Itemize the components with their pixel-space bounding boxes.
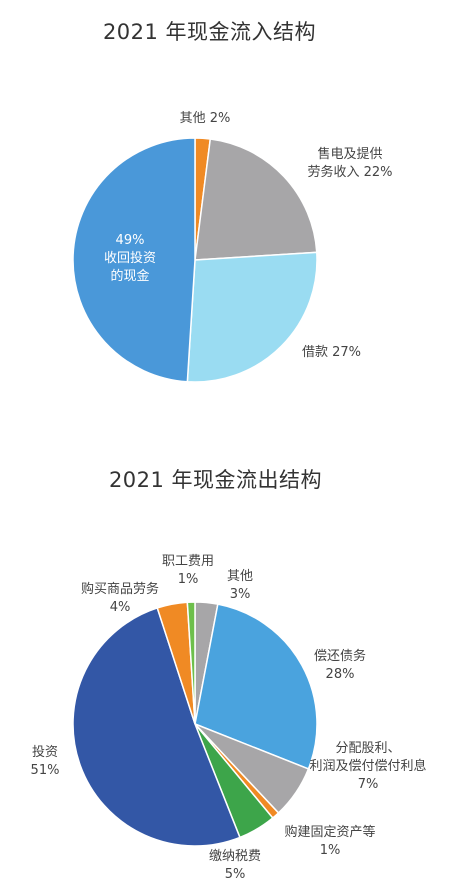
pie-label-0-1: 售电及提供劳务收入 22% [307, 146, 392, 180]
pie-slice-1-5 [72, 607, 241, 847]
chart-title-outflow: 2021 年现金流出结构 [108, 468, 323, 492]
pie-label-1-6: 购买商品劳务 4% [81, 581, 159, 615]
pie-label-1-7: 职工费用 1% [162, 554, 214, 587]
pie-label-1-2: 分配股利、利润及偿付偿付利息 7% [309, 741, 426, 792]
pie-label-0-0: 其他 2% [180, 111, 231, 126]
pie-label-1-0: 其他 3% [227, 569, 253, 602]
pie-label-1-1: 偿还债务 28% [314, 648, 366, 682]
pie-slice-1-7 [186, 601, 196, 725]
pie-label-1-4: 缴纳税费 5% [209, 849, 261, 882]
pie-label-0-2: 借款 27% [302, 345, 361, 360]
pie-slice-1-1 [194, 603, 318, 770]
pie-slice-0-1 [194, 138, 318, 261]
chart-title-inflow: 2021 年现金流入结构 [102, 20, 317, 44]
pie-slice-0-2 [186, 251, 318, 383]
pie-label-0-3: 49%收回投资的现金 [104, 233, 156, 284]
pie-slice-0-3 [72, 137, 196, 383]
pie-label-1-5: 投资 51% [31, 744, 60, 778]
pie-label-1-3: 购建固定资产等 1% [284, 824, 375, 858]
